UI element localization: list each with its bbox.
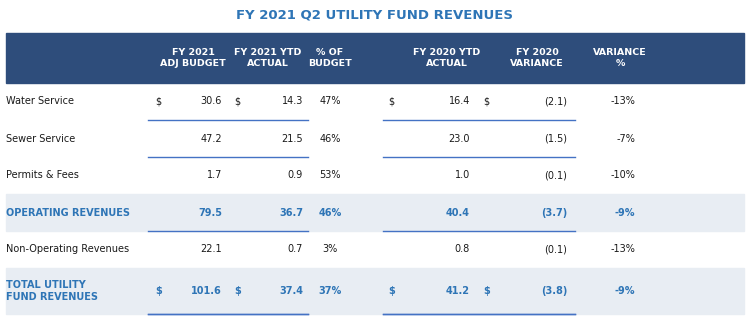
Text: (1.5): (1.5) bbox=[544, 133, 567, 144]
Text: -7%: -7% bbox=[616, 133, 635, 144]
Text: 46%: 46% bbox=[320, 133, 340, 144]
Text: -13%: -13% bbox=[610, 244, 635, 255]
Text: 47.2: 47.2 bbox=[200, 133, 222, 144]
Text: 40.4: 40.4 bbox=[446, 208, 470, 217]
Text: $: $ bbox=[483, 286, 490, 296]
Text: -9%: -9% bbox=[614, 286, 635, 296]
Text: (0.1): (0.1) bbox=[544, 171, 567, 180]
Bar bbox=[6, 268, 744, 314]
Text: (3.8): (3.8) bbox=[541, 286, 567, 296]
Text: 79.5: 79.5 bbox=[198, 208, 222, 217]
Text: FY 2021 Q2 UTILITY FUND REVENUES: FY 2021 Q2 UTILITY FUND REVENUES bbox=[236, 9, 514, 22]
Text: (3.7): (3.7) bbox=[541, 208, 567, 217]
Text: Water Service: Water Service bbox=[6, 96, 74, 107]
Text: 47%: 47% bbox=[320, 96, 340, 107]
Text: 0.8: 0.8 bbox=[454, 244, 470, 255]
Text: 41.2: 41.2 bbox=[446, 286, 470, 296]
Text: % OF
BUDGET: % OF BUDGET bbox=[308, 48, 352, 68]
Text: 21.5: 21.5 bbox=[281, 133, 303, 144]
Text: OPERATING REVENUES: OPERATING REVENUES bbox=[6, 208, 130, 217]
Text: (2.1): (2.1) bbox=[544, 96, 567, 107]
Text: 37.4: 37.4 bbox=[279, 286, 303, 296]
Text: -13%: -13% bbox=[610, 96, 635, 107]
Text: $: $ bbox=[234, 286, 241, 296]
Text: Non-Operating Revenues: Non-Operating Revenues bbox=[6, 244, 129, 255]
Bar bbox=[6, 194, 744, 231]
Text: FY 2021
ADJ BUDGET: FY 2021 ADJ BUDGET bbox=[160, 48, 226, 68]
Text: 14.3: 14.3 bbox=[282, 96, 303, 107]
Text: $: $ bbox=[234, 96, 240, 107]
Text: $: $ bbox=[388, 96, 394, 107]
Text: 37%: 37% bbox=[318, 286, 341, 296]
Text: $: $ bbox=[155, 286, 162, 296]
Text: -9%: -9% bbox=[614, 208, 635, 217]
Text: Sewer Service: Sewer Service bbox=[6, 133, 75, 144]
Text: 3%: 3% bbox=[322, 244, 338, 255]
Text: 22.1: 22.1 bbox=[200, 244, 222, 255]
Text: FY 2021 YTD
ACTUAL: FY 2021 YTD ACTUAL bbox=[234, 48, 302, 68]
Text: $: $ bbox=[155, 96, 161, 107]
Text: 16.4: 16.4 bbox=[448, 96, 470, 107]
Text: $: $ bbox=[388, 286, 394, 296]
Text: 53%: 53% bbox=[320, 171, 340, 180]
Bar bbox=[6, 33, 744, 83]
Text: 1.7: 1.7 bbox=[206, 171, 222, 180]
Text: 101.6: 101.6 bbox=[191, 286, 222, 296]
Text: 30.6: 30.6 bbox=[201, 96, 222, 107]
Text: $: $ bbox=[483, 96, 489, 107]
Text: TOTAL UTILITY
FUND REVENUES: TOTAL UTILITY FUND REVENUES bbox=[6, 280, 98, 302]
Text: 46%: 46% bbox=[318, 208, 341, 217]
Text: Permits & Fees: Permits & Fees bbox=[6, 171, 79, 180]
Text: (0.1): (0.1) bbox=[544, 244, 567, 255]
Text: VARIANCE
%: VARIANCE % bbox=[593, 48, 646, 68]
Text: -10%: -10% bbox=[610, 171, 635, 180]
Text: FY 2020
VARIANCE: FY 2020 VARIANCE bbox=[510, 48, 564, 68]
Text: 36.7: 36.7 bbox=[279, 208, 303, 217]
Text: 0.7: 0.7 bbox=[288, 244, 303, 255]
Text: 23.0: 23.0 bbox=[448, 133, 470, 144]
Text: 0.9: 0.9 bbox=[288, 171, 303, 180]
Text: FY 2020 YTD
ACTUAL: FY 2020 YTD ACTUAL bbox=[413, 48, 481, 68]
Text: 1.0: 1.0 bbox=[454, 171, 470, 180]
